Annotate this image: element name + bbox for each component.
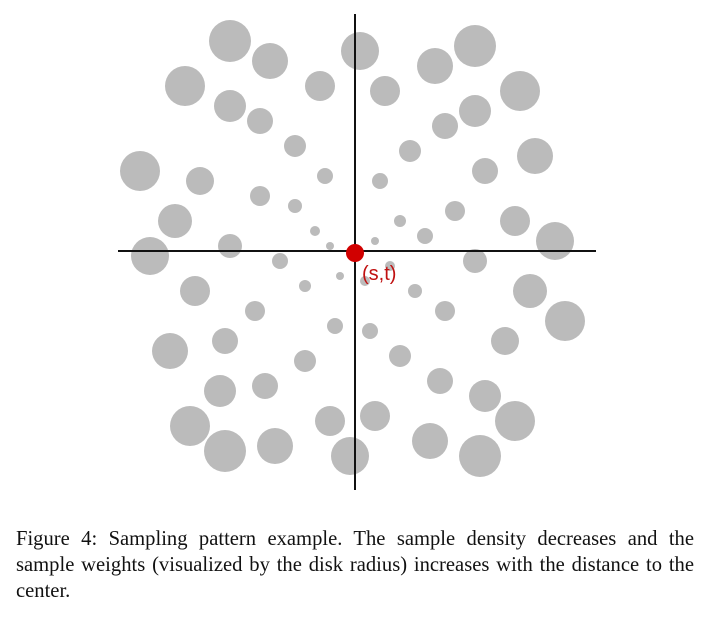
sample-disk [204,375,236,407]
sample-disk [247,108,273,134]
sample-disk [336,272,344,280]
sample-disk [370,76,400,106]
sample-disk [463,249,487,273]
sample-disk [310,226,320,236]
sample-disk [408,284,422,298]
sample-disk [371,237,379,245]
sample-disk [212,328,238,354]
sample-disk [252,43,288,79]
sample-disk [495,401,535,441]
sample-disk [427,368,453,394]
sample-disk [459,435,501,477]
sample-disk [120,151,160,191]
sample-disk [327,318,343,334]
sample-disk [257,428,293,464]
sample-disk [294,350,316,372]
sample-disk [459,95,491,127]
sample-disk [326,242,334,250]
sample-disk [204,430,246,472]
sample-disk [186,167,214,195]
sample-disk [513,274,547,308]
sample-disk [517,138,553,174]
sample-disk [469,380,501,412]
sample-disk [158,204,192,238]
sample-disk [435,301,455,321]
sample-disk [545,301,585,341]
sample-disk [491,327,519,355]
sample-disk [331,437,369,475]
sample-disk [180,276,210,306]
sample-disk [394,215,406,227]
sample-disk [131,237,169,275]
sample-disk [385,261,395,271]
sample-disk [305,71,335,101]
center-label: (s,t) [362,263,396,285]
sample-disk [165,66,205,106]
sample-disk [218,234,242,258]
sample-disk [472,158,498,184]
sample-disk [432,113,458,139]
sample-disks [120,20,585,477]
sample-disk [372,173,388,189]
sample-disk [214,90,246,122]
center-point [346,244,364,262]
sample-disk [272,253,288,269]
sample-disk [417,48,453,84]
figure: (s,t) [118,14,596,490]
sample-disk [245,301,265,321]
sample-disk [299,280,311,292]
sampling-pattern-plot: (s,t) [118,14,596,490]
sample-disk [284,135,306,157]
sample-disk [288,199,302,213]
sample-disk [454,25,496,67]
sample-disk [250,186,270,206]
sample-disk [362,323,378,339]
sample-disk [536,222,574,260]
sample-disk [500,206,530,236]
sample-disk [252,373,278,399]
sample-disk [317,168,333,184]
sample-disk [152,333,188,369]
sample-disk [315,406,345,436]
sample-disk [500,71,540,111]
sample-disk [209,20,251,62]
sample-disk [360,276,370,286]
sample-disk [417,228,433,244]
sample-disk [445,201,465,221]
sample-disk [341,32,379,70]
sample-disk [360,401,390,431]
sample-disk [412,423,448,459]
sample-disk [399,140,421,162]
sample-disk [389,345,411,367]
figure-caption: Figure 4: Sampling pattern example. The … [16,528,694,602]
sample-disk [170,406,210,446]
